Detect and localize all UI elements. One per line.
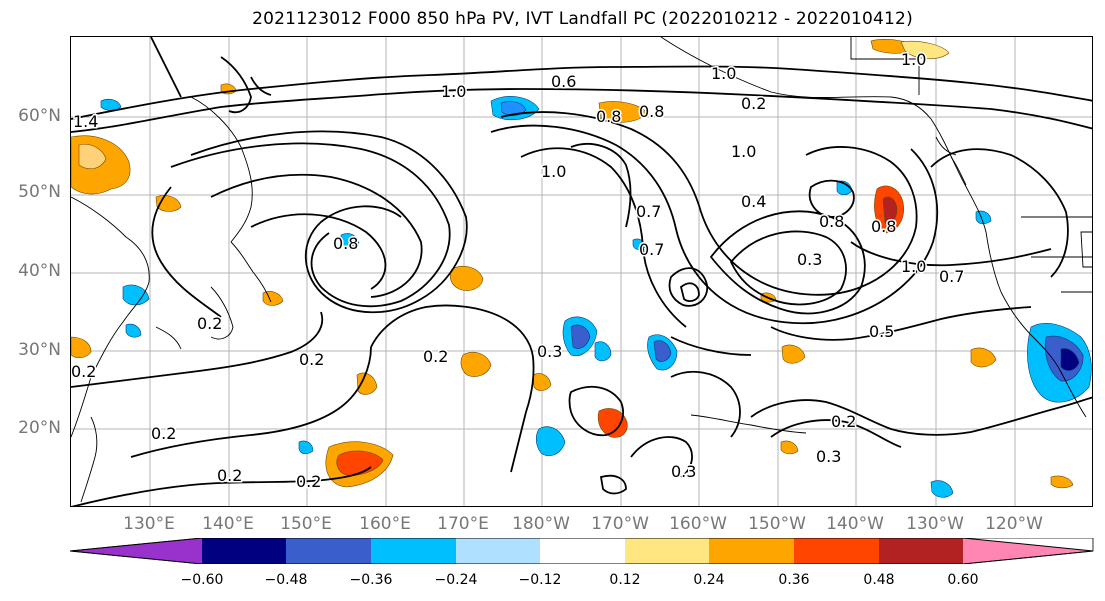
colorbar-tick: −0.24 bbox=[434, 572, 478, 588]
contour-label: 0.8 bbox=[333, 234, 358, 253]
lat-label-40n: 40°N bbox=[18, 261, 61, 281]
contour-label: 0.2 bbox=[831, 412, 856, 431]
colorbar-tick: 0.12 bbox=[609, 572, 641, 588]
contour-label: 0.8 bbox=[819, 212, 844, 231]
colorbar-tick: 0.36 bbox=[778, 572, 810, 588]
pv-contours bbox=[71, 37, 1092, 506]
colorbar-segment bbox=[540, 538, 625, 564]
contour-label: 0.5 bbox=[869, 322, 894, 341]
colorbar-tick: 0.60 bbox=[947, 572, 979, 588]
lat-label-60n: 60°N bbox=[18, 106, 61, 126]
lon-label-130w: 130°W bbox=[906, 514, 964, 534]
colorbar-svg bbox=[69, 537, 1094, 565]
colorbar-segment bbox=[456, 538, 540, 564]
contour-label: 0.7 bbox=[939, 267, 964, 286]
lat-label-50n: 50°N bbox=[18, 182, 61, 202]
contour-label: 0.8 bbox=[639, 102, 664, 121]
contour-label: 1.0 bbox=[901, 50, 926, 69]
contour-label: 0.2 bbox=[71, 362, 96, 381]
contour-label: 0.3 bbox=[797, 250, 822, 269]
lon-label-170w: 170°W bbox=[591, 514, 649, 534]
contour-label: 0.2 bbox=[217, 466, 242, 485]
negative-anomaly-shading bbox=[100, 96, 1092, 498]
contour-label: 1.4 bbox=[73, 112, 98, 131]
lon-label-130e: 130°E bbox=[123, 514, 175, 534]
map-canvas: 1.4 0.6 1.0 1.0 0.8 1.0 1.0 0.8 0.2 1.0 … bbox=[71, 37, 1092, 506]
contour-label: 0.8 bbox=[871, 217, 896, 236]
contour-label: 0.2 bbox=[197, 314, 222, 333]
colorbar-segment bbox=[202, 538, 286, 564]
contour-label: 1.0 bbox=[441, 82, 466, 101]
contour-label: 0.7 bbox=[636, 202, 661, 221]
lon-label-160w: 160°W bbox=[669, 514, 727, 534]
lon-label-140w: 140°W bbox=[826, 514, 884, 534]
lat-label-30n: 30°N bbox=[18, 340, 61, 360]
lon-label-180w: 180°W bbox=[512, 514, 570, 534]
contour-label: 0.2 bbox=[741, 94, 766, 113]
colorbar-segment bbox=[709, 538, 794, 564]
colorbar-segment bbox=[625, 538, 709, 564]
colorbar-segment bbox=[286, 538, 371, 564]
colorbar-segment bbox=[879, 538, 963, 564]
contour-label: 0.3 bbox=[816, 447, 841, 466]
lon-label-160e: 160°E bbox=[359, 514, 411, 534]
contour-label: 0.2 bbox=[423, 347, 448, 366]
contour-label: 0.6 bbox=[551, 72, 576, 91]
colorbar-tick: −0.60 bbox=[180, 572, 224, 588]
map-panel[interactable]: 1.4 0.6 1.0 1.0 0.8 1.0 1.0 0.8 0.2 1.0 … bbox=[70, 36, 1093, 507]
colorbar-tick: 0.48 bbox=[863, 572, 895, 588]
contour-label: 0.2 bbox=[151, 424, 176, 443]
coastlines bbox=[71, 37, 1092, 503]
contour-label: 0.4 bbox=[741, 192, 766, 211]
contour-label: 0.2 bbox=[296, 472, 321, 491]
contour-labels: 1.4 0.6 1.0 1.0 0.8 1.0 1.0 0.8 0.2 1.0 … bbox=[71, 49, 966, 493]
lon-label-120w: 120°W bbox=[985, 514, 1043, 534]
contour-label: 0.2 bbox=[299, 350, 324, 369]
colorbar-tick: −0.48 bbox=[264, 572, 308, 588]
lon-label-150e: 150°E bbox=[280, 514, 332, 534]
contour-label: 0.3 bbox=[537, 342, 562, 361]
contour-label: 0.3 bbox=[671, 462, 696, 481]
contour-label: 1.0 bbox=[711, 64, 736, 83]
figure-title: 2021123012 F000 850 hPa PV, IVT Landfall… bbox=[252, 9, 913, 29]
colorbar-tick: −0.36 bbox=[349, 572, 393, 588]
colorbar-tick: −0.12 bbox=[518, 572, 562, 588]
lon-label-150w: 150°W bbox=[748, 514, 806, 534]
lon-label-170e: 170°E bbox=[437, 514, 489, 534]
contour-label: 0.8 bbox=[596, 107, 621, 126]
colorbar-segment bbox=[794, 538, 879, 564]
lat-label-20n: 20°N bbox=[18, 418, 61, 438]
lon-label-140e: 140°E bbox=[202, 514, 254, 534]
contour-label: 1.0 bbox=[541, 162, 566, 181]
colorbar bbox=[69, 537, 1095, 568]
colorbar-tick: 0.24 bbox=[693, 572, 725, 588]
contour-label: 0.7 bbox=[639, 240, 664, 259]
colorbar-segment bbox=[371, 538, 456, 564]
contour-label: 1.0 bbox=[731, 142, 756, 161]
colorbar-segment-min bbox=[70, 538, 202, 564]
contour-label: 1.0 bbox=[901, 257, 926, 276]
colorbar-segment-max bbox=[963, 538, 1093, 564]
